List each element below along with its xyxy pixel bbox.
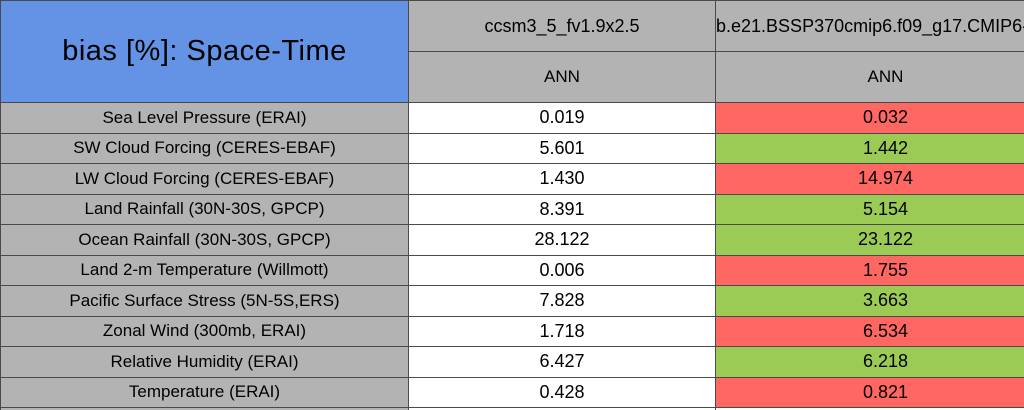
model-2-value: 14.974 — [715, 163, 1024, 195]
model-2-value: 6.534 — [715, 315, 1024, 347]
model-2-value: 3.663 — [715, 285, 1024, 317]
table-row: Land Rainfall (30N-30S, GPCP) 8.391 5.15… — [0, 193, 1024, 225]
model-2-value: 0.821 — [715, 376, 1024, 408]
metric-label: Temperature (ERAI) — [0, 376, 409, 408]
table-row: LW Cloud Forcing (CERES-EBAF) 1.430 14.9… — [0, 163, 1024, 195]
table-title: bias [%]: Space-Time — [0, 0, 409, 103]
model-2-value: 23.122 — [715, 224, 1024, 256]
metric-label: SW Cloud Forcing (CERES-EBAF) — [0, 132, 409, 164]
model-2-season: ANN — [715, 51, 1024, 103]
model-1-value: 1.430 — [408, 163, 716, 195]
model-1-value: 7.828 — [408, 285, 716, 317]
model-1-value: 0.428 — [408, 376, 716, 408]
metric-label: Pacific Surface Stress (5N-5S,ERS) — [0, 285, 409, 317]
model-1-header-cell: ccsm3_5_fv1.9x2.5 — [408, 0, 716, 52]
metric-label: LW Cloud Forcing (CERES-EBAF) — [0, 163, 409, 195]
model-2-header-cell: b.e21.BSSP370cmip6.f09_g17.CMIP6-SSP3-7.… — [715, 0, 1024, 52]
table-row: Sea Level Pressure (ERAI) 0.019 0.032 — [0, 102, 1024, 134]
table-row: Zonal Wind (300mb, ERAI) 1.718 6.534 — [0, 315, 1024, 347]
metric-label: Land Rainfall (30N-30S, GPCP) — [0, 193, 409, 225]
model-2-value: 1.442 — [715, 132, 1024, 164]
season-header-row: ANN ANN — [1, 51, 1024, 103]
model-2-value: 0.032 — [715, 102, 1024, 134]
model-1-name: ccsm3_5_fv1.9x2.5 — [484, 15, 640, 36]
model-2-value: 6.218 — [715, 346, 1024, 378]
model-1-value: 28.122 — [408, 224, 716, 256]
table-row: SW Cloud Forcing (CERES-EBAF) 5.601 1.44… — [0, 132, 1024, 164]
metric-label: Sea Level Pressure (ERAI) — [0, 102, 409, 134]
model-1-value: 8.391 — [408, 193, 716, 225]
model-1-value: 6.427 — [408, 346, 716, 378]
model-1-value: 5.601 — [408, 132, 716, 164]
model-1-season: ANN — [408, 51, 716, 103]
table-row: Ocean Rainfall (30N-30S, GPCP) 28.122 23… — [0, 224, 1024, 256]
metric-label: Land 2-m Temperature (Willmott) — [0, 254, 409, 286]
model-header-row: bias [%]: Space-Time ccsm3_5_fv1.9x2.5 b… — [0, 0, 1024, 103]
model-2-value — [715, 407, 1024, 410]
model-2-value: 5.154 — [715, 193, 1024, 225]
model-1-value: 0.019 — [408, 102, 716, 134]
metric-label: Zonal Wind (300mb, ERAI) — [0, 315, 409, 347]
metric-label: Relative Humidity (ERAI) — [0, 346, 409, 378]
table-row: Pacific Surface Stress (5N-5S,ERS) 7.828… — [0, 285, 1024, 317]
table-row: Relative Humidity (ERAI) 6.427 6.218 — [0, 346, 1024, 378]
table-row: Temperature (ERAI) 0.428 0.821 — [0, 376, 1024, 408]
model-2-value: 1.755 — [715, 254, 1024, 286]
metric-label: Ocean Rainfall (30N-30S, GPCP) — [0, 224, 409, 256]
model-1-value: 1.718 — [408, 315, 716, 347]
clipped-next-row — [0, 407, 1024, 410]
model-1-value: 0.006 — [408, 254, 716, 286]
model-2-name: b.e21.BSSP370cmip6.f09_g17.CMIP6-SSP3-7.… — [716, 15, 1024, 36]
table-row: Land 2-m Temperature (Willmott) 0.006 1.… — [0, 254, 1024, 286]
